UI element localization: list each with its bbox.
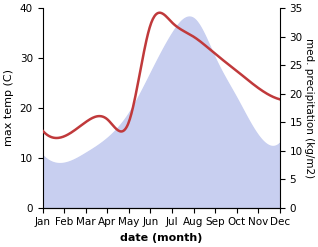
Y-axis label: max temp (C): max temp (C) xyxy=(4,69,14,146)
X-axis label: date (month): date (month) xyxy=(120,233,202,243)
Y-axis label: med. precipitation (kg/m2): med. precipitation (kg/m2) xyxy=(304,38,314,178)
